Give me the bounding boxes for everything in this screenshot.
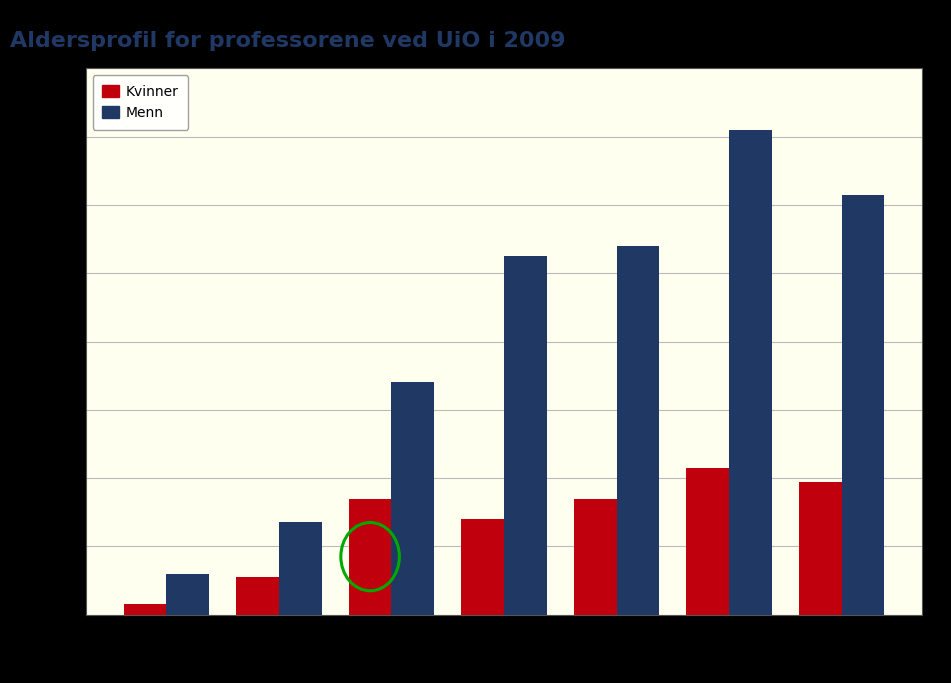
Bar — [349, 499, 392, 615]
Bar — [687, 468, 729, 615]
Bar — [799, 482, 842, 615]
Bar — [392, 382, 435, 615]
Bar — [729, 130, 772, 615]
Bar — [573, 499, 616, 615]
Bar — [279, 522, 321, 615]
Bar — [236, 577, 279, 615]
Bar — [124, 604, 166, 615]
Text: Aldersprofil for professorene ved UiO i 2009: Aldersprofil for professorene ved UiO i … — [10, 31, 565, 51]
Bar — [166, 574, 209, 615]
Bar — [461, 519, 504, 615]
Bar — [842, 195, 884, 615]
Bar — [616, 246, 659, 615]
Legend: Kvinner, Menn: Kvinner, Menn — [92, 75, 188, 130]
Bar — [504, 256, 547, 615]
